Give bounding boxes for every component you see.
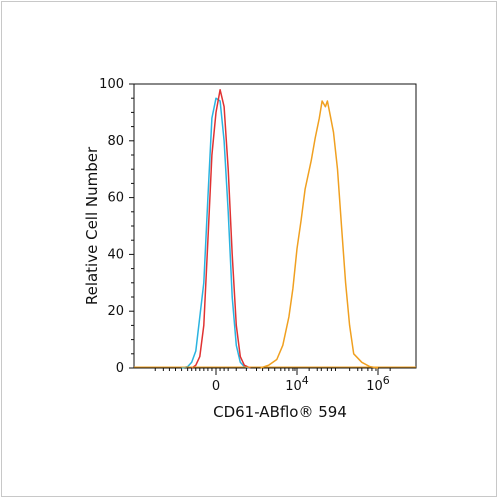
plot-area: 0 20 40 60 80 100 0 104 106 CD61-ABflo® 594 Relati… [83,77,417,421]
x-tick-label: 106 [366,374,390,394]
y-tick-label: 40 [107,247,124,262]
plot-border [133,83,417,369]
y-tick-label: 100 [99,77,124,92]
x-tick-label: 104 [285,374,309,394]
series-line-2 [191,88,251,369]
x-tick-label: 0 [212,379,220,394]
y-tick-label: 20 [107,304,124,319]
x-axis-title: CD61-ABflo® 594 [213,403,347,421]
y-tick-label: 60 [107,191,124,206]
series-line-3 [260,100,379,369]
y-axis-title: Relative Cell Number [83,146,101,305]
y-tick-label: 0 [116,361,124,376]
series-line-1 [181,97,251,369]
y-tick-label: 80 [107,134,124,149]
